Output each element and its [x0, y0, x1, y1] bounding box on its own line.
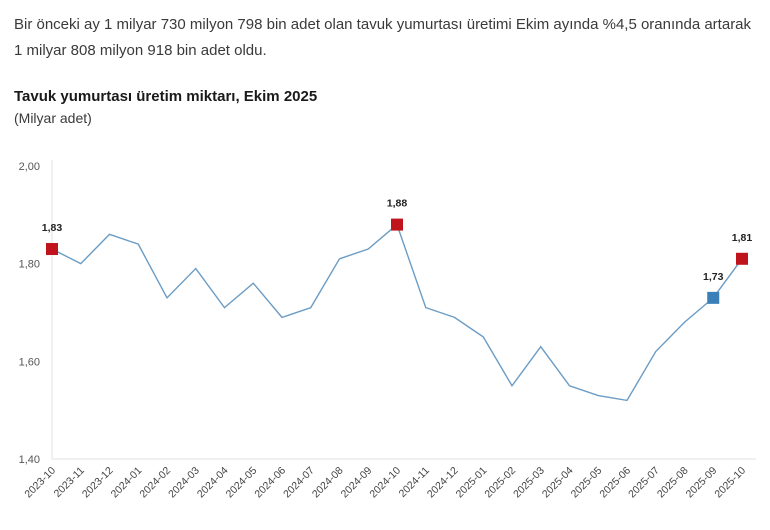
intro-text: Bir önceki ay 1 milyar 730 milyon 798 bi… — [14, 12, 764, 64]
data-label: 1,81 — [732, 232, 753, 244]
y-tick-label: 1,40 — [19, 454, 40, 466]
data-label: 1,83 — [42, 222, 63, 234]
y-tick-label: 1,60 — [19, 356, 40, 368]
highlight-marker-red — [46, 243, 58, 256]
intro-line-1: Bir önceki ay 1 milyar 730 milyon 798 bi… — [14, 16, 752, 33]
chart-title: Tavuk yumurtası üretim miktarı, Ekim 202… — [14, 88, 318, 105]
x-tick-label: 2023-10 — [22, 465, 58, 501]
y-tick-label: 2,00 — [19, 161, 40, 173]
highlight-marker-blue — [707, 291, 720, 304]
intro-line-2: 1 milyar 808 milyon 918 bin adet oldu. — [14, 42, 267, 59]
data-label: 1,73 — [703, 271, 724, 283]
data-line — [51, 223, 743, 402]
y-tick-label: 1,80 — [19, 259, 40, 271]
data-label: 1,88 — [387, 198, 408, 210]
chart-subtitle: (Milyar adet) — [14, 110, 92, 126]
highlight-marker-red — [736, 252, 748, 265]
x-tick-label: 2024-10 — [367, 465, 403, 501]
highlight-marker-red — [391, 218, 403, 231]
x-tick-label: 2025-10 — [712, 465, 748, 501]
